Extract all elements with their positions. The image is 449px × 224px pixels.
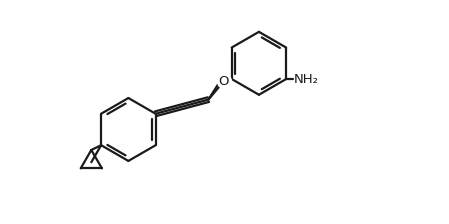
Text: NH₂: NH₂: [294, 73, 319, 86]
Text: O: O: [219, 75, 229, 88]
